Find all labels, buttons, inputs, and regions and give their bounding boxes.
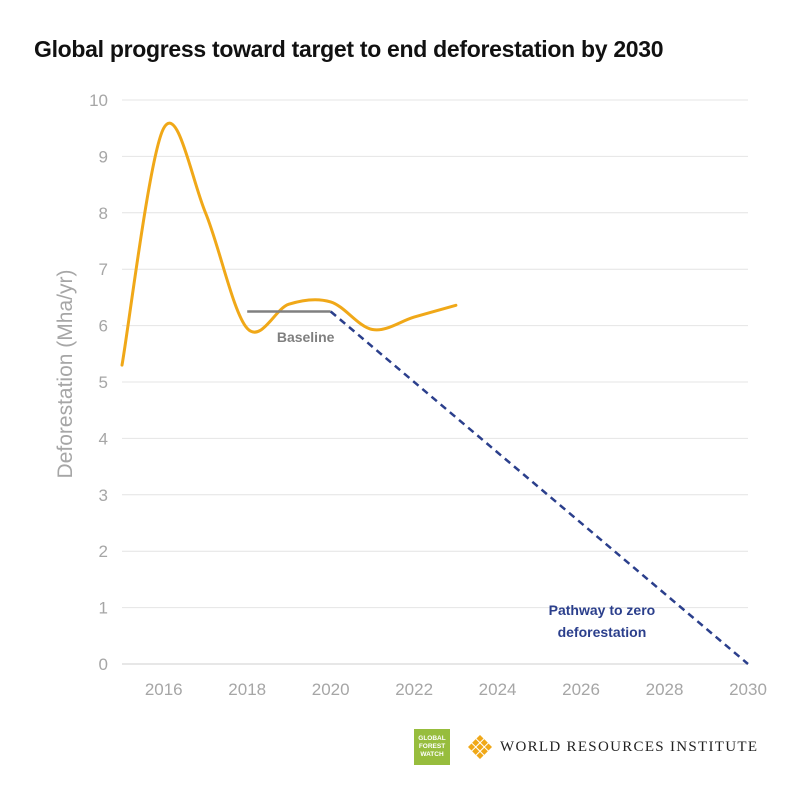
gfw-logo-line-2: FOREST [418, 743, 446, 750]
wri-emblem-icon [468, 735, 492, 759]
x-tick-label: 2016 [145, 680, 183, 699]
y-tick-label: 5 [99, 373, 108, 392]
y-tick-label: 2 [99, 542, 108, 561]
baseline-annotation: Baseline [277, 329, 335, 345]
pathway-annotation-line: deforestation [558, 624, 647, 640]
wri-logo: WORLD RESOURCES INSTITUTE [468, 735, 758, 759]
footer-logos: GLOBAL FOREST WATCH WORLD RESOURCES INST… [414, 727, 758, 767]
y-tick-label: 9 [99, 147, 108, 166]
x-tick-label: 2028 [646, 680, 684, 699]
y-tick-label: 10 [89, 91, 108, 110]
y-tick-label: 4 [99, 429, 108, 448]
y-tick-label: 3 [99, 486, 108, 505]
series-lines [120, 121, 749, 665]
grid-lines [122, 99, 748, 665]
x-tick-label: 2022 [395, 680, 433, 699]
y-axis-label: Deforestation (Mha/yr) [54, 270, 77, 479]
deforestation-line [120, 121, 458, 367]
x-tick-label: 2030 [729, 680, 767, 699]
y-tick-labels: 0 1 2 3 4 5 6 7 8 9 10 [89, 91, 108, 674]
wri-name: WORLD RESOURCES INSTITUTE [500, 738, 759, 755]
x-tick-label: 2020 [312, 680, 350, 699]
pathway-line [329, 310, 749, 665]
x-tick-label: 2024 [479, 680, 517, 699]
x-tick-label: 2026 [562, 680, 600, 699]
y-tick-label: 0 [99, 655, 108, 674]
y-tick-label: 8 [99, 204, 108, 223]
y-tick-label: 7 [99, 260, 108, 279]
y-tick-label: 1 [99, 599, 108, 618]
pathway-annotation-line: Pathway to zero [549, 602, 656, 618]
global-forest-watch-logo: GLOBAL FOREST WATCH [414, 729, 450, 765]
chart-title: Global progress toward target to end def… [34, 36, 664, 62]
gfw-logo-line-1: GLOBAL [418, 735, 446, 742]
y-tick-label: 6 [99, 317, 108, 336]
gfw-logo-line-3: WATCH [420, 751, 444, 758]
x-tick-labels: 2016 2018 2020 2022 2024 2026 2028 2030 [145, 680, 767, 699]
x-tick-label: 2018 [228, 680, 266, 699]
annotations: Baseline Pathway to zero deforestation [277, 329, 655, 640]
